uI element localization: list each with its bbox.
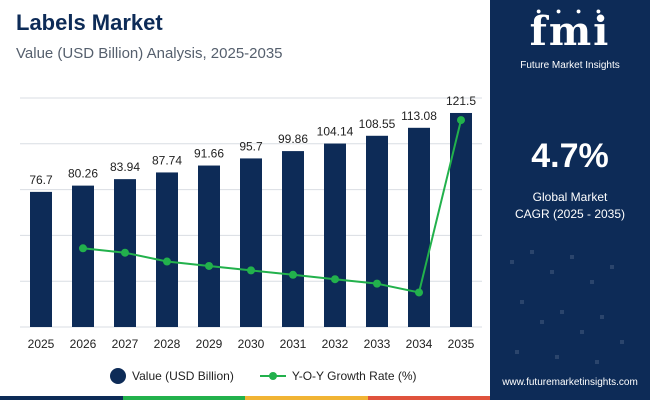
bar-value-label: 104.14 xyxy=(317,125,354,139)
bar-2035 xyxy=(450,112,472,327)
growth-point xyxy=(205,261,213,270)
x-tick-label: 2026 xyxy=(70,337,97,351)
legend-line-swatch xyxy=(259,372,286,380)
bar-value-label: 76.7 xyxy=(29,173,53,187)
bar-value-label: 113.08 xyxy=(401,109,437,123)
x-tick-label: 2030 xyxy=(238,337,265,351)
x-tick-label: 2031 xyxy=(280,337,307,351)
legend-line-label: Y-O-Y Growth Rate (%) xyxy=(291,369,417,383)
website-url: www.futuremarketinsights.com xyxy=(502,377,638,388)
strip-segment xyxy=(245,396,368,400)
fmi-logo: ● ● ● ● fmi Future Market Insights xyxy=(490,0,650,80)
strip-segment xyxy=(0,396,123,400)
x-tick-label: 2028 xyxy=(154,337,181,351)
x-tick-label: 2025 xyxy=(28,337,55,351)
bar-value-label: 80.26 xyxy=(68,167,98,181)
growth-point xyxy=(247,266,255,275)
growth-point xyxy=(163,257,171,266)
x-tick-label: 2027 xyxy=(112,337,139,351)
logo-text: fmi xyxy=(529,8,611,55)
cagr-value: 4.7% xyxy=(531,137,609,175)
growth-point xyxy=(331,275,339,284)
background-pattern xyxy=(510,250,624,364)
legend-item-growth: Y-O-Y Growth Rate (%) xyxy=(259,369,417,383)
bar-2026 xyxy=(72,185,94,327)
legend-item-value: Value (USD Billion) xyxy=(110,368,234,384)
growth-point xyxy=(457,116,465,125)
bar-value-label: 87.74 xyxy=(152,153,182,167)
bar-2025 xyxy=(30,191,52,327)
x-tick-label: 2032 xyxy=(322,337,349,351)
bar-value-label: 95.7 xyxy=(239,139,263,153)
logo-icons: ● ● ● ● xyxy=(536,6,608,16)
growth-point xyxy=(415,288,423,297)
bar-2028 xyxy=(156,172,178,327)
cagr-label-line2: CAGR (2025 - 2035) xyxy=(514,207,626,221)
x-tick-label: 2029 xyxy=(196,337,223,351)
bar-2031 xyxy=(282,151,304,327)
legend-bar-swatch xyxy=(110,368,126,384)
strip-segment xyxy=(367,396,490,400)
bar-value-label: 108.55 xyxy=(359,117,396,131)
x-tick-label: 2033 xyxy=(364,337,391,351)
growth-point xyxy=(79,244,87,253)
bar-2033 xyxy=(366,135,388,327)
legend-bar-label: Value (USD Billion) xyxy=(132,369,234,383)
bar-2029 xyxy=(198,165,220,327)
logo-subtext: Future Market Insights xyxy=(520,60,620,71)
growth-line xyxy=(82,119,462,294)
x-tick-label: 2034 xyxy=(406,337,433,351)
x-tick-label: 2035 xyxy=(448,337,475,351)
bar-value-label: 83.94 xyxy=(110,160,140,174)
bar-2034 xyxy=(408,127,430,327)
bar-2032 xyxy=(324,143,346,327)
bar-value-label: 99.86 xyxy=(278,132,308,146)
cagr-label-line1: Global Market xyxy=(532,190,608,204)
strip-segment xyxy=(122,396,245,400)
chart-legend: Value (USD Billion) Y-O-Y Growth Rate (%… xyxy=(110,368,443,384)
growth-point xyxy=(121,248,129,257)
growth-point xyxy=(289,270,297,279)
bar-value-label: 121.5 xyxy=(446,94,476,108)
chart-area: 76.7 2025 80.26 2026 83.94 2027 87.74 2028 91.66… xyxy=(20,94,482,351)
chart-title: Labels Market xyxy=(16,10,163,35)
bar-value-label: 91.66 xyxy=(194,147,224,161)
growth-point xyxy=(373,279,381,288)
bar-2030 xyxy=(240,158,262,327)
bottom-color-strip xyxy=(0,396,490,400)
chart-subtitle: Value (USD Billion) Analysis, 2025-2035 xyxy=(16,45,283,62)
side-panel: ● ● ● ● fmi Future Market Insights 4.7% … xyxy=(490,0,650,400)
